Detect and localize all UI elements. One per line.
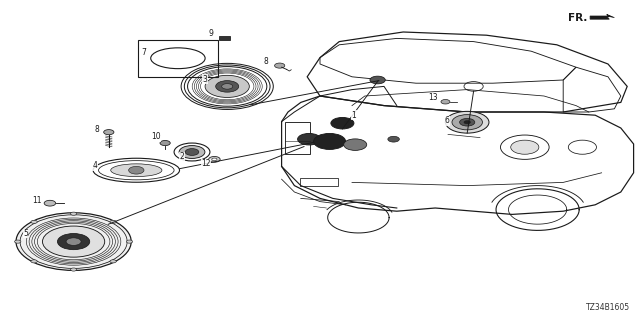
Text: 8: 8 <box>264 57 269 66</box>
Circle shape <box>331 117 354 129</box>
Circle shape <box>221 84 233 89</box>
Circle shape <box>129 166 144 174</box>
Circle shape <box>452 115 483 130</box>
Circle shape <box>110 260 116 263</box>
Circle shape <box>58 234 90 250</box>
Text: TZ34B1605: TZ34B1605 <box>586 303 630 312</box>
Polygon shape <box>590 14 614 19</box>
Circle shape <box>70 268 77 271</box>
Text: 3: 3 <box>202 75 207 84</box>
Circle shape <box>31 260 37 263</box>
Circle shape <box>275 63 285 68</box>
Text: 11: 11 <box>33 196 42 205</box>
Circle shape <box>15 240 21 243</box>
Text: 13: 13 <box>428 93 438 102</box>
Circle shape <box>314 133 346 149</box>
Circle shape <box>344 139 367 150</box>
Circle shape <box>460 118 475 126</box>
Text: 9: 9 <box>209 29 214 38</box>
Circle shape <box>298 133 321 145</box>
Text: 8: 8 <box>95 125 100 134</box>
Circle shape <box>209 156 220 162</box>
Bar <box>219 36 230 40</box>
Circle shape <box>445 111 489 133</box>
Text: 1: 1 <box>351 111 356 120</box>
Circle shape <box>160 140 170 146</box>
Circle shape <box>42 226 105 257</box>
Circle shape <box>16 213 131 270</box>
Circle shape <box>370 76 385 84</box>
Circle shape <box>126 240 132 243</box>
Bar <box>285 122 310 154</box>
Circle shape <box>441 100 450 104</box>
Circle shape <box>212 158 217 161</box>
Text: 2: 2 <box>179 152 184 161</box>
Circle shape <box>179 146 205 158</box>
Bar <box>300 178 338 186</box>
Circle shape <box>464 121 470 124</box>
Circle shape <box>388 136 399 142</box>
Circle shape <box>110 220 116 223</box>
Circle shape <box>66 238 81 245</box>
Text: 6: 6 <box>445 116 450 125</box>
Ellipse shape <box>111 164 162 177</box>
Circle shape <box>511 140 539 154</box>
Text: FR.: FR. <box>568 12 588 23</box>
Text: 5: 5 <box>23 229 28 238</box>
Bar <box>138 40 218 77</box>
Circle shape <box>205 75 250 98</box>
Circle shape <box>70 212 77 215</box>
Text: 4: 4 <box>92 161 97 170</box>
Text: 7: 7 <box>141 48 146 57</box>
Circle shape <box>104 130 114 135</box>
Circle shape <box>44 200 56 206</box>
Circle shape <box>31 220 37 223</box>
Text: 12: 12 <box>202 159 211 168</box>
Text: 10: 10 <box>151 132 161 141</box>
Circle shape <box>216 81 239 92</box>
Circle shape <box>185 148 199 156</box>
